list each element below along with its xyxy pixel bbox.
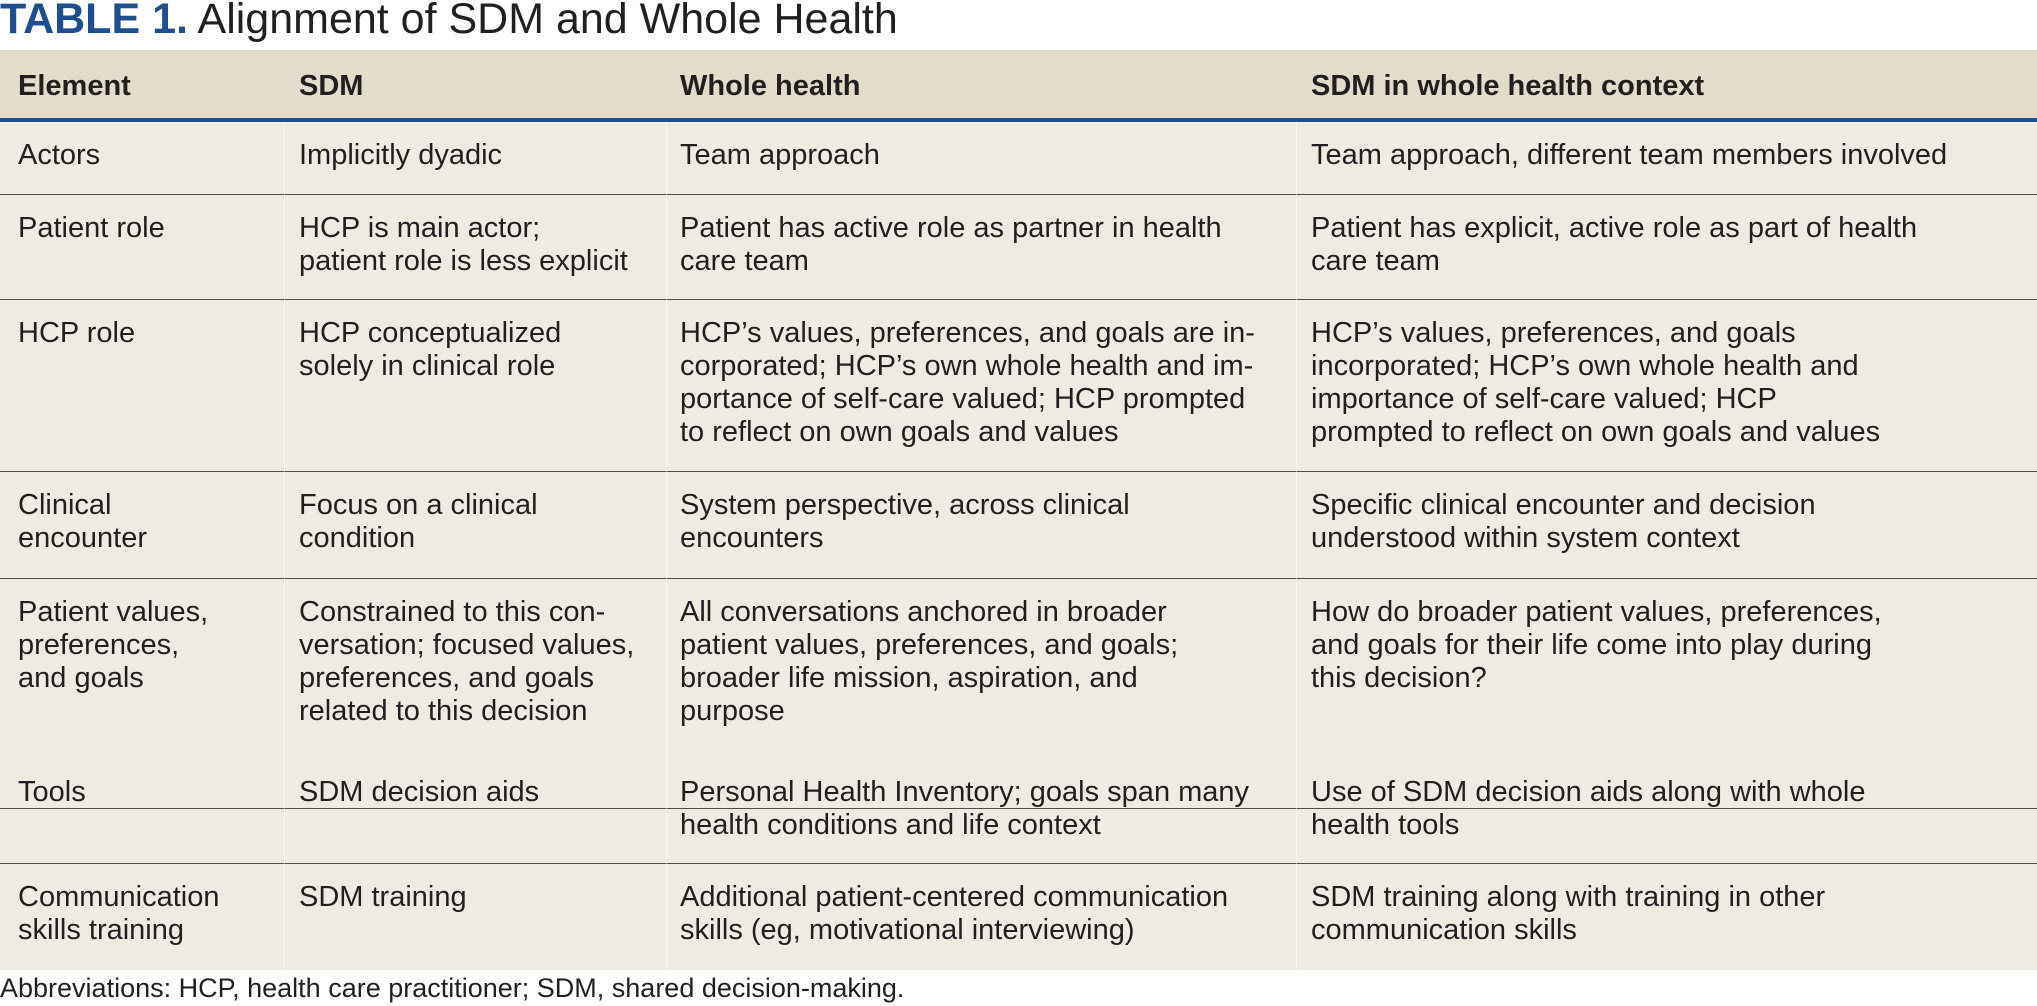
header-sdm-in-whole-health: SDM in whole health context (1311, 70, 1705, 102)
column-divider (666, 122, 667, 970)
abbreviations-footnote: Abbreviations: HCP, health care practiti… (0, 973, 905, 1003)
row-label: Actors (18, 139, 101, 171)
context-cell: How do broader patient values, preferenc… (1311, 596, 1882, 694)
context-cell: SDM training along with training in othe… (1311, 881, 1826, 946)
sdm-cell: SDM decision aids (299, 776, 540, 808)
sdm-cell: Constrained to this con- versation; focu… (299, 596, 635, 727)
table-title-text: Alignment of SDM and Whole Health (197, 0, 898, 43)
column-divider (1296, 122, 1297, 970)
sdm-cell: Implicitly dyadic (299, 139, 503, 171)
table-row-clinical-encounter: Clinical encounter Focus on a clinical c… (0, 472, 2037, 579)
row-label: Patient role (18, 212, 165, 244)
column-divider (284, 122, 285, 970)
context-cell: Patient has explicit, active role as par… (1311, 212, 1918, 277)
whole-health-cell: Additional patient-centered communicatio… (680, 881, 1229, 946)
header-sdm: SDM (299, 70, 364, 102)
row-label: Communication skills training (18, 881, 220, 946)
header-element: Element (18, 70, 131, 102)
table-row-patient-values: Patient values, preferences, and goals C… (0, 579, 2037, 809)
whole-health-cell: System perspective, across clinical enco… (680, 489, 1130, 554)
sdm-cell: Focus on a clinical condition (299, 489, 538, 554)
row-label: HCP role (18, 317, 136, 349)
whole-health-cell: Personal Health Inventory; goals span ma… (680, 776, 1250, 841)
context-cell: HCP’s values, preferences, and goals inc… (1311, 317, 1881, 448)
row-label: Clinical encounter (18, 489, 147, 554)
context-cell: Specific clinical encounter and decision… (1311, 489, 1816, 554)
table-title: TABLE 1. Alignment of SDM and Whole Heal… (0, 0, 898, 46)
whole-health-cell: Patient has active role as partner in he… (680, 212, 1222, 277)
whole-health-cell: HCP’s values, preferences, and goals are… (680, 317, 1255, 448)
whole-health-cell: Team approach (680, 139, 880, 171)
row-label: Tools (18, 776, 86, 808)
table-number-label: TABLE 1. (0, 0, 188, 43)
context-cell: Team approach, different team members in… (1311, 139, 1948, 171)
table-row-actors: Actors Implicitly dyadic Team approach T… (0, 122, 2037, 195)
table-header-row: Element SDM Whole health SDM in whole he… (0, 50, 2037, 122)
table-row-hcp-role: HCP role HCP conceptualized solely in cl… (0, 300, 2037, 472)
header-whole-health: Whole health (680, 70, 861, 102)
row-label: Patient values, preferences, and goals (18, 596, 209, 694)
table-row-communication: Communication skills training SDM traini… (0, 864, 2037, 970)
sdm-cell: HCP is main actor; patient role is less … (299, 212, 628, 277)
sdm-cell: SDM training (299, 881, 467, 913)
context-cell: Use of SDM decision aids along with whol… (1311, 776, 1866, 841)
sdm-cell: HCP conceptualized solely in clinical ro… (299, 317, 562, 382)
comparison-table: Element SDM Whole health SDM in whole he… (0, 50, 2037, 970)
whole-health-cell: All conversations anchored in broader pa… (680, 596, 1179, 727)
table-row-tools: Tools SDM decision aids Personal Health … (0, 759, 2037, 864)
table-row-patient-role: Patient role HCP is main actor; patient … (0, 195, 2037, 300)
